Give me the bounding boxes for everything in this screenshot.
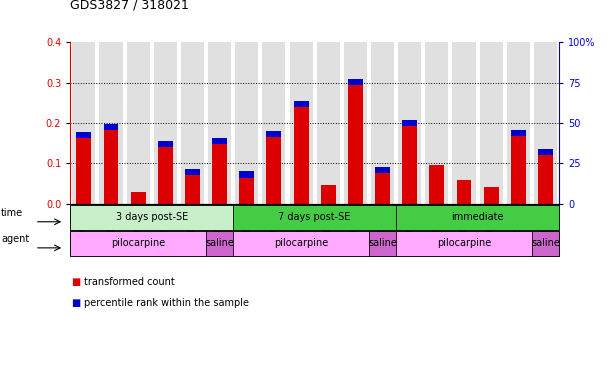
Bar [316, 42, 340, 204]
Text: agent: agent [1, 234, 29, 245]
Text: ■: ■ [71, 298, 81, 308]
Text: 7 days post-SE: 7 days post-SE [279, 212, 351, 222]
Bar [348, 79, 363, 85]
Bar [240, 174, 254, 204]
Text: time: time [1, 208, 23, 218]
Bar [103, 124, 119, 130]
Bar [294, 101, 309, 106]
Bar [480, 42, 503, 204]
Bar [131, 192, 145, 204]
Text: immediate: immediate [452, 212, 504, 222]
Bar [185, 169, 200, 175]
Text: saline: saline [368, 238, 397, 248]
Text: GDS3827 / 318021: GDS3827 / 318021 [70, 0, 189, 12]
Bar [212, 137, 227, 144]
Bar [511, 130, 526, 136]
Bar [208, 42, 231, 204]
Bar [507, 42, 530, 204]
Bar [484, 187, 499, 204]
Text: saline: saline [205, 238, 234, 248]
Bar [534, 42, 557, 204]
Text: transformed count: transformed count [84, 277, 175, 287]
Bar [158, 141, 173, 147]
Bar [100, 42, 123, 204]
Bar [371, 42, 394, 204]
Text: saline: saline [531, 238, 560, 248]
Bar [212, 141, 227, 204]
Text: pilocarpine: pilocarpine [274, 238, 328, 248]
Bar [294, 104, 309, 204]
Bar [76, 135, 91, 204]
Bar [430, 165, 444, 204]
Bar [158, 144, 173, 204]
Text: ■: ■ [71, 277, 81, 287]
Bar [266, 134, 282, 204]
Bar [375, 170, 390, 204]
Bar [538, 152, 553, 204]
Bar [103, 127, 119, 204]
Bar [402, 123, 417, 204]
Bar [344, 42, 367, 204]
Bar [181, 42, 204, 204]
Bar [402, 120, 417, 126]
Bar [511, 133, 526, 204]
Text: percentile rank within the sample: percentile rank within the sample [84, 298, 249, 308]
Bar [76, 132, 91, 138]
Text: pilocarpine: pilocarpine [111, 238, 166, 248]
Bar [154, 42, 177, 204]
Bar [348, 82, 363, 204]
Bar [538, 149, 553, 155]
Bar [375, 167, 390, 173]
Bar [456, 180, 472, 204]
Bar [398, 42, 421, 204]
Bar [266, 131, 282, 137]
Bar [72, 42, 95, 204]
Bar [425, 42, 448, 204]
Bar [126, 42, 150, 204]
Bar [321, 185, 335, 204]
Text: pilocarpine: pilocarpine [437, 238, 491, 248]
Bar [262, 42, 285, 204]
Bar [453, 42, 475, 204]
Bar [290, 42, 313, 204]
Bar [185, 172, 200, 204]
Bar [240, 172, 254, 177]
Text: 3 days post-SE: 3 days post-SE [115, 212, 188, 222]
Bar [235, 42, 258, 204]
